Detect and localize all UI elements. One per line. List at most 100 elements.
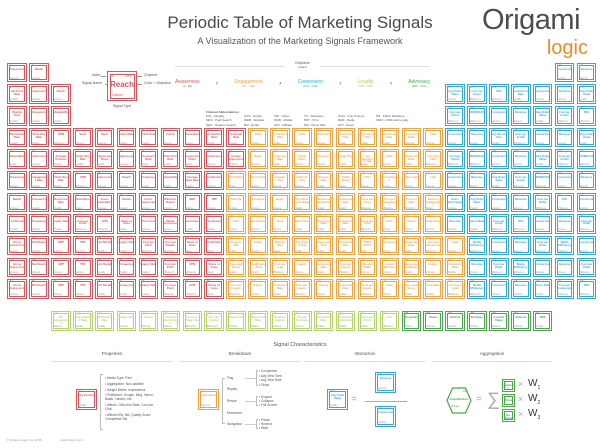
signal-tile[interactable]: 201 Revenue Volume [467,170,487,191]
signal-tile[interactable]: 216 Cost per Close Efficiency [489,214,509,234]
signal-tile[interactable]: 30 Unique Impression Volume [226,149,246,169]
signal-tile[interactable]: 215 Close Rate Quality [467,214,487,234]
signal-tile[interactable]: 181 Conversion Volume [489,106,509,126]
signal-tile[interactable]: 113 Bounce Rate Quality [313,170,334,191]
signal-tile[interactable]: 254 CLV Efficiency [379,311,400,331]
signal-tile[interactable]: 225 Media Efficiency Efficiency [554,235,575,256]
signal-tile[interactable]: 2 Reach Volume [29,62,49,83]
signal-tile[interactable]: 56 Share of Voice Share [116,214,137,234]
signal-tile[interactable]: 236 Close Rate Quality [532,279,553,299]
signal-tile[interactable]: 73 GRP Volume [51,257,71,278]
signal-tile[interactable]: 127 Cost per View Efficiency [401,192,421,213]
signal-tile[interactable]: 153 Inquiry Volume [292,257,312,278]
signal-tile[interactable]: 71 Gross Impression Volume [7,257,27,278]
signal-tile[interactable]: 32 Engagement Rate Quality [29,170,49,191]
signal-tile[interactable]: 241 Retention Rate Quality [94,311,115,331]
signal-tile[interactable]: 69 Share of Voice Share [182,235,202,256]
signal-tile[interactable]: 91 Click Volume [248,127,268,148]
signal-tile[interactable]: 25 Impression Volume [116,149,137,169]
signal-tile[interactable]: 249 Program Signup Volume [270,311,290,331]
signal-tile[interactable]: 144 Conversion Rate Quality [335,235,356,256]
signal-tile[interactable]: 107 Conversion Rate Quality [401,149,421,169]
signal-tile[interactable]: 185 ROI Efficiency [576,106,597,126]
signal-tile[interactable]: 78 Cost per Point Efficiency [160,257,181,278]
signal-tile[interactable]: 212 ROI Efficiency [554,192,575,213]
signal-tile[interactable]: 226 Conversion Volume [576,235,597,256]
signal-tile[interactable]: 243 Follow Volume [138,311,159,331]
signal-tile[interactable]: 167 Cost per Inquiry Efficiency [357,279,378,299]
signal-tile[interactable]: 66 Inquiry Rate Quality [116,235,137,256]
signal-tile[interactable]: 191 Revenue Volume [554,127,575,148]
signal-tile[interactable]: 145 Traffic Share Share [357,235,378,256]
signal-tile[interactable]: 41 Reach Volume [7,192,27,213]
signal-tile[interactable]: 47 Gross Impression Volume [138,192,159,213]
signal-tile[interactable]: 176 Conversion Volume [532,84,553,104]
signal-tile[interactable]: 202 Avg Order Value Quality [489,170,509,191]
signal-tile[interactable]: 174 ROI Efficiency [489,84,509,104]
signal-tile[interactable]: 57 Clip Count Volume [138,214,159,234]
signal-tile[interactable]: 43 Response Rate Quality [51,192,71,213]
signal-tile[interactable]: 220 Cost per Order Efficiency [576,214,597,234]
signal-tile[interactable]: 176 Conversion Volume [375,406,396,427]
signal-tile[interactable]: 257 Retweet Volume [445,311,465,331]
signal-tile[interactable]: 209 Conversion Volume [489,192,509,213]
signal-tile[interactable]: 255 Storyteller Volume [401,311,421,331]
signal-tile[interactable]: 92 Conversion Rate Quality [270,127,290,148]
signal-tile[interactable]: 106 Click Volume [379,149,400,169]
signal-tile[interactable]: 151 Qualification Rate Quality [248,257,268,278]
signal-tile[interactable]: 131 View Volume [270,214,290,234]
signal-tile[interactable]: 194 ROI/ROAS Efficiency [467,149,487,169]
signal-tile[interactable]: 175 Conversion Rate Quality [511,84,531,104]
signal-tile[interactable]: 203 Cost per Action Efficiency [511,170,531,191]
signal-tile[interactable]: 117 Video View Volume [401,170,421,191]
signal-tile[interactable]: 5 Reach Volume [51,84,71,104]
signal-tile[interactable]: 163 Conversion Rate Quality [270,279,290,299]
signal-tile[interactable]: 112 Referral Visit Volume [292,170,312,191]
signal-tile[interactable]: 81 Gross Impression Volume [7,279,27,299]
signal-tile[interactable]: 250 Repeat Purchase Volume [292,311,312,331]
signal-tile[interactable]: 213 Conversion Volume [576,192,597,213]
signal-tile[interactable]: Re-Share [502,409,515,422]
signal-tile[interactable]: 148 Cost per Response Efficiency [423,235,443,256]
signal-tile[interactable]: 20 Share Rank Share [7,149,27,169]
signal-tile[interactable]: 155 Cost per Inquiry Efficiency [335,257,356,278]
signal-tile[interactable]: 7 Frequency Quality [29,106,49,126]
signal-tile[interactable]: 87 Inquiry Rate Quality [138,279,159,299]
signal-tile[interactable]: 164 Cost per Inquiry Efficiency [292,279,312,299]
signal-tile[interactable]: 138 Page View Volume [423,214,443,234]
signal-tile[interactable]: 162 Inquiry Volume [248,279,268,299]
footer-url[interactable]: origamilogic.com [60,438,83,442]
signal-tile[interactable]: 90 Share of Voice Share [204,279,224,299]
signal-tile[interactable]: 89 CPM Efficiency [182,279,202,299]
signal-tile[interactable]: 233 Media Efficiency Efficiency [467,279,487,299]
signal-tile[interactable]: 125 Cost per Click Efficiency [357,192,378,213]
signal-tile[interactable]: 169 Cost per Lead Efficiency [445,279,465,299]
signal-tile[interactable]: 65 Ad Recall Quality [94,235,115,256]
signal-tile[interactable]: 134 Conversion Rate Quality [335,214,356,234]
signal-tile[interactable]: 231 Revenue Volume [554,257,575,278]
signal-tile[interactable]: 44 Penetration Share [73,192,93,213]
signal-tile[interactable]: 139 Time on Site Quality [226,235,246,256]
signal-tile[interactable]: 166 Conversion Rate Quality [335,279,356,299]
signal-tile[interactable]: 159 Inquiry Volume [423,257,443,278]
signal-tile[interactable]: 229 Media Efficiency Efficiency [511,257,531,278]
signal-tile[interactable]: 224 Cost per Order Efficiency [532,235,553,256]
signal-tile[interactable]: 114 Traffic Share Share [335,170,356,191]
signal-tile[interactable]: 61 Gross Impression Volume [7,235,27,256]
signal-tile[interactable]: 149 Lead Volume [445,235,465,256]
signal-tile[interactable]: 36 Reach Volume [116,170,137,191]
signal-tile[interactable]: 42 Frequency Quality [29,192,49,213]
signal-tile[interactable]: 98 Cost per Click Efficiency [401,127,421,148]
signal-tile[interactable]: 182 Revenue Volume [511,106,531,126]
signal-tile[interactable]: 101 Conversion Rate Quality [270,149,290,169]
signal-tile[interactable]: 234 Conversion Volume [489,279,509,299]
signal-tile[interactable]: 122 Avg View Percentage Quality [292,192,312,213]
signal-tile[interactable]: 217 ROI Efficiency [511,214,531,234]
signal-tile[interactable]: 100 Reply Volume [248,149,268,169]
signal-tile[interactable]: 240 Subscription Rate Quality [73,311,93,331]
signal-tile[interactable]: 126 Cost per Engagement Efficiency [379,192,400,213]
signal-tile[interactable]: 54 Cost per Point Efficiency [73,214,93,234]
signal-tile[interactable]: 178 Avg Order Value Quality [327,389,348,410]
signal-tile[interactable]: 186 Conversion Volume [445,127,465,148]
signal-tile[interactable]: 199 ROI/ROAS Efficiency [576,149,597,169]
